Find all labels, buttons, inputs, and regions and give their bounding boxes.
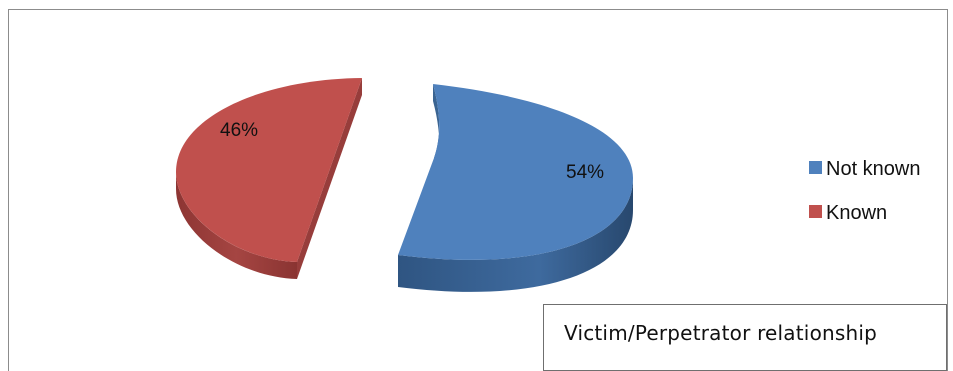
slice-not-known-top — [398, 84, 633, 260]
chart-frame — [8, 9, 948, 371]
slice-known-cut-side — [297, 78, 362, 279]
legend-swatch-known — [809, 205, 822, 218]
data-label-not-known: 54% — [566, 162, 604, 183]
legend-label-not-known: Not known — [826, 158, 921, 180]
legend: Not known Known — [809, 158, 921, 224]
slice-not-known-outer-side — [398, 178, 633, 292]
slice-not-known — [398, 84, 633, 292]
legend-label-known: Known — [826, 202, 887, 224]
slice-known-top — [176, 78, 362, 262]
slice-known — [176, 78, 362, 279]
legend-swatch-not-known — [809, 161, 822, 174]
slice-known-outer-side — [176, 172, 297, 279]
chart-caption: Victim/Perpetrator relationship — [543, 304, 947, 371]
data-label-known: 46% — [220, 120, 258, 141]
